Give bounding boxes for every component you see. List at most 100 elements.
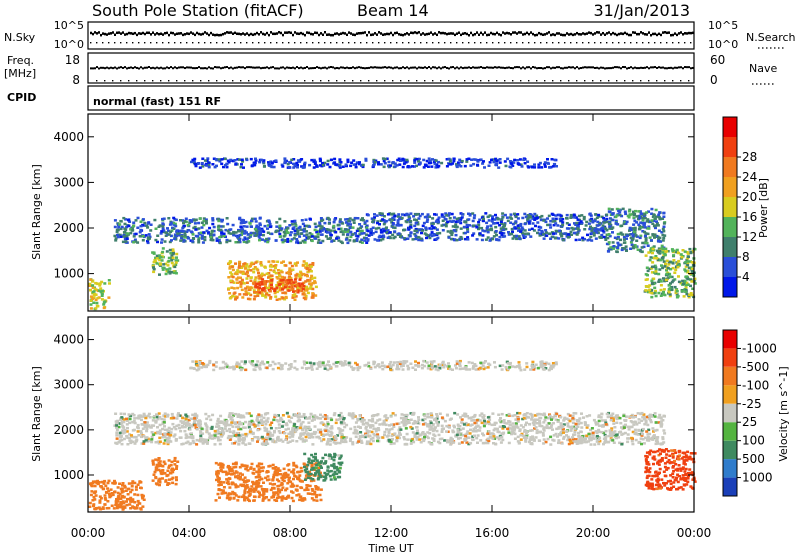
echo-cell-region-5 [278,287,282,290]
echo-cell-region-4 [617,243,621,247]
n-sky-point [206,32,208,35]
echo-cell-region-7 [646,290,650,294]
echo-cell-region-4 [315,435,319,439]
echo-cell-region-7 [670,275,674,279]
n-sky-point [436,33,438,37]
y-tick-label: 1000 [53,267,84,281]
echo-cell-region-3 [420,239,424,242]
echo-cell-region-3 [444,212,448,215]
echo-cell-region-2 [253,217,257,221]
echo-cell-region-3 [370,233,374,236]
echo-cell-region-2 [272,493,276,496]
echo-cell-region-3 [433,213,436,216]
echo-cell-region-3 [508,216,512,219]
echo-cell-region-0 [93,287,97,291]
echo-cell-region-8 [463,164,467,168]
echo-cell-region-8 [517,163,521,166]
freq-point [572,66,574,69]
echo-cell-region-2 [196,235,199,238]
echo-cell-region-4 [597,430,601,434]
n-search-point [264,42,266,44]
echo-cell-region-3 [596,220,600,224]
echo-cell-region-3 [477,220,481,224]
echo-cell-region-8 [283,159,287,163]
echo-cell-region-3 [442,215,446,218]
echo-cell-region-3 [549,226,553,229]
echo-cell-region-0 [94,481,98,484]
echo-cell-region-7 [681,279,685,283]
echo-cell-region-2 [226,229,230,233]
echo-cell-region-2 [222,486,226,489]
echo-cell-region-5 [267,276,270,279]
n-sky-point [452,32,454,35]
echo-cell-region-4 [292,425,296,428]
n-sky-point [628,33,630,37]
echo-cell-region-2 [349,223,352,226]
n-sky-point [188,32,190,36]
echo-cell-region-3 [371,220,375,223]
echo-cell-region-2 [217,483,221,487]
echo-cell-region-3 [419,237,423,240]
echo-cell-region-1 [152,266,155,269]
n-sky-point [290,31,292,35]
n-sky-point [124,33,126,36]
echo-cell-region-2 [275,225,279,228]
echo-cell-region-7 [683,279,687,283]
echo-cell-region-4 [645,241,649,245]
n-search-point [222,42,224,44]
echo-cell-region-2 [221,463,225,467]
freq-point [650,66,652,69]
echo-cell-region-3 [506,219,510,223]
echo-cell-region-2 [281,486,285,489]
echo-cell-region-8 [381,157,385,160]
echo-cell-region-3 [550,231,554,234]
echo-cell-region-3 [475,238,479,241]
echo-cell-region-4 [643,230,647,234]
echo-cell-region-3 [375,214,379,217]
echo-cell-region-2 [280,476,284,480]
n-sky-point [258,33,260,36]
echo-cell-region-8 [452,157,456,160]
echo-cell-region-4 [440,424,444,428]
echo-cell-region-2 [210,238,214,242]
echo-cell-region-4 [241,433,245,437]
echo-cell-region-1 [171,470,175,474]
echo-cell-region-4 [623,220,627,224]
echo-cell-region-8 [494,157,498,161]
echo-cell-region-2 [314,495,318,499]
echo-cell-region-3 [397,213,401,216]
echo-cell-region-3 [451,225,455,228]
echo-cell-region-5 [267,272,271,275]
echo-cell-region-4 [658,211,662,214]
echo-cell-region-7 [649,256,653,259]
echo-cell-region-4 [628,229,631,232]
echo-cell-region-2 [236,240,240,244]
echo-cell-region-2 [271,466,275,470]
echo-cell-region-8 [476,163,479,167]
n-sky-point [534,33,536,37]
echo-cell-region-2 [278,232,282,236]
echo-cell-region-5 [296,261,299,264]
nave-point [568,80,570,82]
echo-cell-region-3 [396,215,400,218]
echo-cell-region-3 [421,224,425,228]
echo-cell-region-3 [458,220,462,223]
echo-cell-region-8 [427,157,431,160]
echo-cell-region-0 [94,494,98,497]
freq-point [378,66,380,69]
nave-point [472,80,474,82]
echo-cell-region-3 [384,219,388,223]
n-sky-point [586,32,588,35]
echo-cell-region-3 [511,230,514,234]
echo-cell-region-3 [527,221,531,224]
echo-cell-region-2 [262,230,266,233]
n-sky-point [292,33,294,37]
echo-cell-region-3 [604,238,608,241]
n-sky-point [218,33,220,37]
echo-cell-region-2 [229,469,233,472]
echo-cell-region-4 [524,423,528,427]
echo-cell-region-4 [407,421,411,424]
echo-cell-region-8 [245,158,249,162]
echo-cell-region-2 [225,240,229,244]
echo-cell-region-5 [280,275,284,279]
